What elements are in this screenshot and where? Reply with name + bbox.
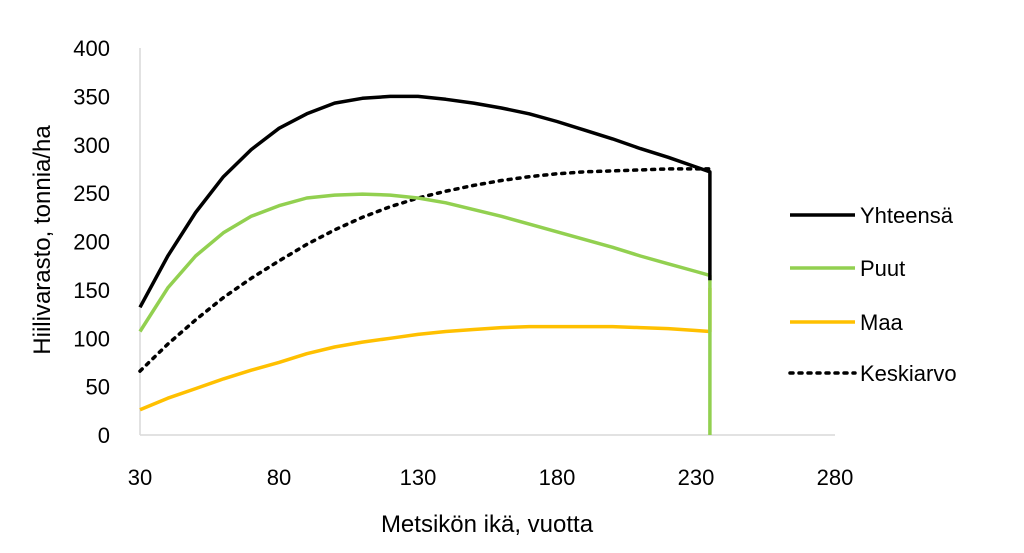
series-layer xyxy=(138,94,712,435)
y-tick-label: 350 xyxy=(73,84,110,109)
y-tick-label: 400 xyxy=(73,36,110,61)
legend: Yhteensä Puut Maa Keskiarvo xyxy=(788,203,957,386)
x-tick-label: 280 xyxy=(817,465,854,490)
x-tick-label: 30 xyxy=(128,465,152,490)
y-tick-label: 250 xyxy=(73,181,110,206)
x-axis-label: Metsikön ikä, vuotta xyxy=(381,511,594,538)
y-tick-label: 100 xyxy=(73,326,110,351)
y-tick-label: 200 xyxy=(73,230,110,255)
axes: 0 50 100 150 200 250 300 350 400 30 80 130 180 230 280 xyxy=(73,36,853,490)
x-tick-label: 130 xyxy=(400,465,437,490)
y-tick-label: 0 xyxy=(98,423,110,448)
series-line-keskiarvo xyxy=(138,167,712,373)
x-tick-label: 80 xyxy=(267,465,291,490)
y-tick-label: 50 xyxy=(86,375,110,400)
legend-label: Maa xyxy=(860,310,904,335)
legend-label: Yhteensä xyxy=(860,203,954,228)
series-line-puut xyxy=(138,192,712,435)
y-tick-label: 150 xyxy=(73,278,110,303)
legend-label: Puut xyxy=(860,256,905,281)
x-tick-label: 180 xyxy=(539,465,576,490)
y-axis-label: Hiilivarasto, tonnia/ha xyxy=(29,125,56,355)
y-tick-label: 300 xyxy=(73,133,110,158)
legend-label: Keskiarvo xyxy=(860,361,957,386)
x-tick-label: 230 xyxy=(678,465,715,490)
series-line-yhteens- xyxy=(138,94,712,309)
series-line-maa xyxy=(139,287,712,412)
